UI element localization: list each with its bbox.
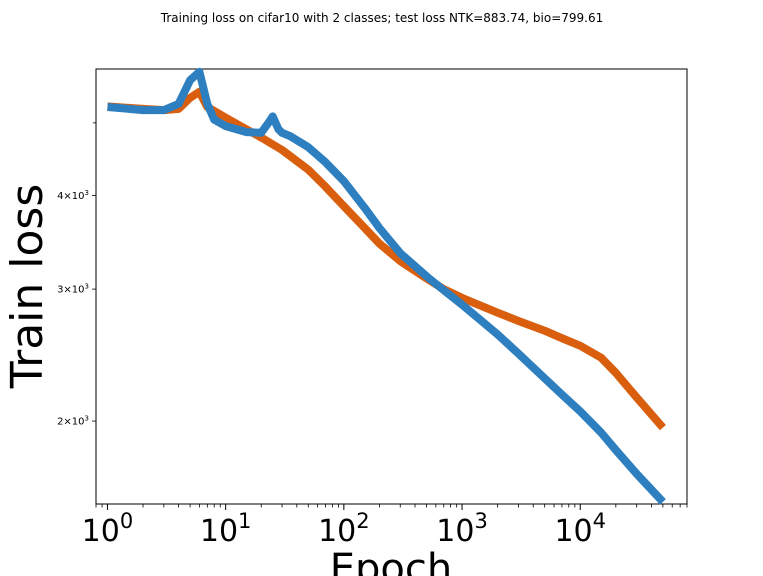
y-axis-label: Train loss [2,184,53,390]
series-line-2 [107,67,666,505]
series-line-1 [107,87,666,431]
y-tick-label: 3×103 [57,283,89,296]
x-axis-label: Epoch [330,546,452,576]
chart-title: Training loss on cifar10 with 2 classes;… [160,11,604,25]
x-tick-label: 103 [436,509,488,549]
x-tick-label: 101 [200,509,252,549]
x-tick-label: 100 [82,509,134,549]
plot-area [95,68,688,505]
series-layer [107,67,666,505]
y-tick-label: 4×103 [57,189,89,202]
y-tick-label: 2×103 [57,415,89,428]
y-axis: 2×103 3×103 4×103 [57,122,96,428]
x-axis: 100 101 102 103 104 [82,504,688,549]
x-tick-label: 104 [554,509,606,549]
x-tick-label: 102 [318,509,370,549]
